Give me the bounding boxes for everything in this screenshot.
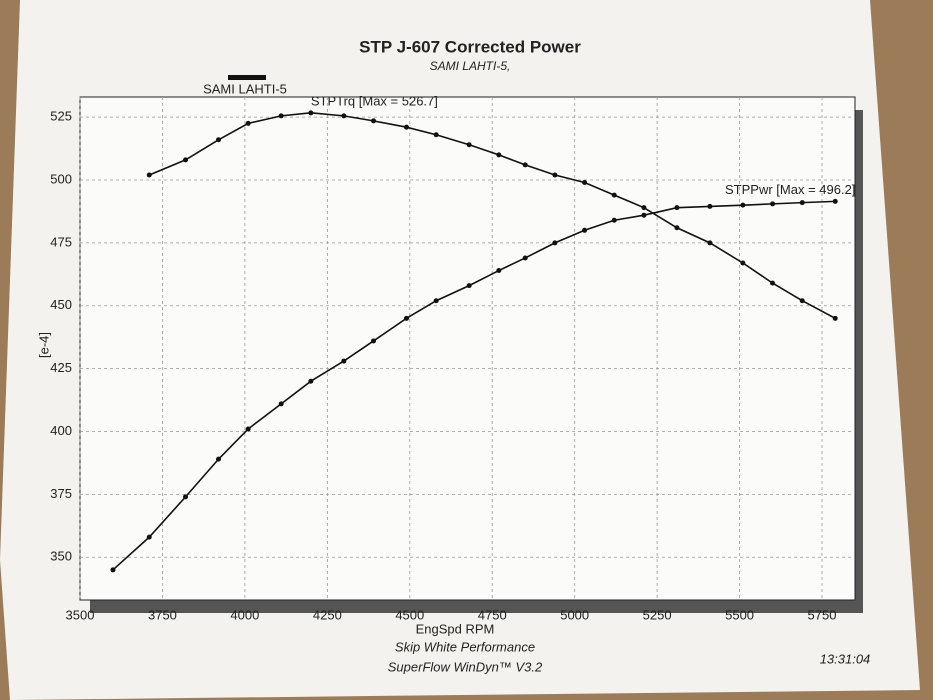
chart-title: STP J-607 Corrected Power <box>359 37 581 56</box>
data-point <box>611 217 617 223</box>
legend-swatch <box>228 75 266 80</box>
y-tick-label: 525 <box>50 109 72 124</box>
data-point <box>674 205 680 211</box>
x-tick-label: 3500 <box>66 607 95 622</box>
data-point <box>552 240 558 246</box>
x-tick-label: 5000 <box>560 607 589 622</box>
data-point <box>496 268 502 274</box>
data-point <box>611 192 617 198</box>
series-label: STPPwr [Max = 496.2] <box>725 182 855 197</box>
data-point <box>770 280 776 286</box>
data-point <box>740 202 746 208</box>
data-point <box>582 227 588 233</box>
y-axis-label: [e-4] <box>36 332 51 358</box>
data-point <box>832 315 838 321</box>
y-tick-label: 375 <box>50 486 72 501</box>
data-point <box>183 494 189 500</box>
y-tick-label: 450 <box>50 297 72 312</box>
y-tick-label: 400 <box>50 423 72 438</box>
x-tick-label: 4750 <box>478 607 507 622</box>
data-point <box>110 567 116 573</box>
x-tick-label: 5250 <box>643 607 672 622</box>
data-point <box>522 162 528 168</box>
data-point <box>433 132 439 138</box>
data-point <box>582 180 588 186</box>
data-point <box>146 172 152 178</box>
x-tick-label: 3750 <box>148 607 177 622</box>
x-tick-label: 4250 <box>313 607 342 622</box>
series-line <box>112 200 836 571</box>
data-point <box>466 283 472 289</box>
data-point <box>216 456 222 462</box>
plot-area <box>79 96 856 601</box>
subtitle: SAMI LAHTI-5, <box>430 59 511 73</box>
x-tick-label: 5750 <box>808 607 837 622</box>
x-tick-label: 5500 <box>725 607 754 622</box>
data-point <box>371 338 377 344</box>
data-point <box>707 203 713 209</box>
y-tick-label: 350 <box>50 549 72 564</box>
data-point <box>278 401 284 407</box>
legend-label: SAMI LAHTI-5 <box>203 81 287 96</box>
data-point <box>308 110 314 116</box>
data-point <box>245 120 251 126</box>
data-point <box>496 152 502 158</box>
data-point <box>216 137 222 143</box>
y-tick-label: 500 <box>50 171 72 186</box>
data-point <box>552 172 558 178</box>
data-point <box>799 298 805 304</box>
data-point <box>707 240 713 246</box>
data-point <box>341 113 347 119</box>
footer-line: Skip White Performance <box>395 639 535 654</box>
x-axis-label: EngSpd RPM <box>416 621 495 636</box>
data-point <box>403 315 409 321</box>
data-point <box>466 142 472 148</box>
data-point <box>183 157 189 163</box>
data-point <box>740 260 746 266</box>
data-point <box>341 358 347 364</box>
x-tick-label: 4500 <box>395 607 424 622</box>
timestamp: 13:31:04 <box>820 651 871 666</box>
y-tick-label: 475 <box>50 234 72 249</box>
data-point <box>146 534 152 540</box>
data-point <box>245 426 251 432</box>
x-tick-label: 4000 <box>230 607 259 622</box>
data-point <box>641 212 647 218</box>
data-point <box>522 255 528 261</box>
data-point <box>674 225 680 231</box>
data-point <box>278 113 284 119</box>
data-point <box>403 124 409 130</box>
footer-line: SuperFlow WinDyn™ V3.2 <box>388 659 543 674</box>
data-point <box>641 205 647 211</box>
data-point <box>770 201 776 207</box>
data-point <box>433 298 439 304</box>
data-point <box>799 200 805 206</box>
data-point <box>832 198 838 204</box>
series-label: STPTrq [Max = 526.7] <box>311 93 438 108</box>
data-point <box>308 378 314 384</box>
data-point <box>371 118 377 124</box>
y-tick-label: 425 <box>50 360 72 375</box>
